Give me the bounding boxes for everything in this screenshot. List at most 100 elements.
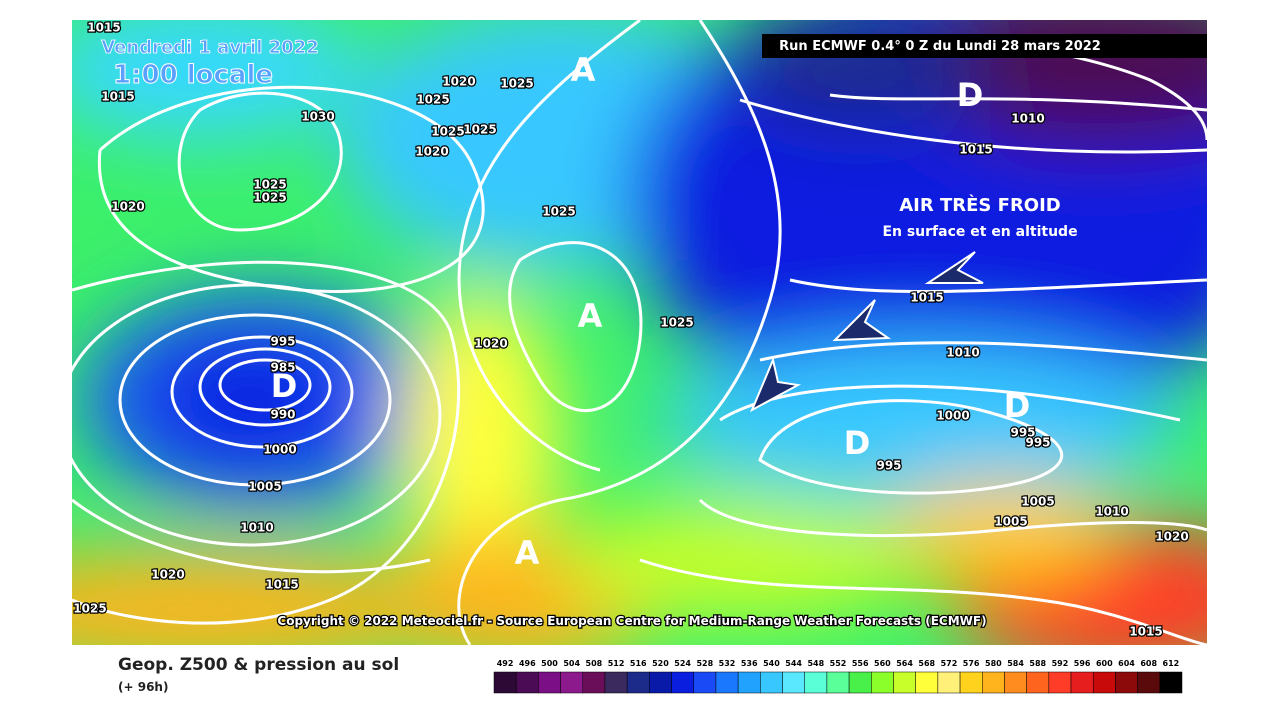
isobar-label: 1025 bbox=[253, 178, 286, 192]
isobar-label: 1005 bbox=[248, 480, 281, 494]
scale-swatch bbox=[715, 671, 739, 694]
isobar-label: 1000 bbox=[936, 409, 969, 423]
annotation-title: AIR TRÈS FROID bbox=[899, 194, 1061, 216]
isobar-label: 1015 bbox=[87, 21, 120, 35]
isobar-label: 1030 bbox=[301, 110, 334, 124]
local-time: 1:00 locale bbox=[113, 60, 273, 90]
scale-swatch bbox=[560, 671, 584, 694]
scale-swatch bbox=[515, 671, 539, 694]
isobar-label: 1025 bbox=[463, 123, 496, 137]
scale-swatch bbox=[982, 671, 1005, 694]
scale-swatch bbox=[848, 671, 872, 694]
pressure-center: A bbox=[578, 297, 603, 335]
scale-label: 496 bbox=[519, 659, 536, 668]
isobar-label: 1020 bbox=[151, 568, 184, 582]
scale-swatch bbox=[1137, 671, 1161, 694]
scale-label: 564 bbox=[896, 659, 913, 668]
isobar-label: 1015 bbox=[959, 143, 992, 157]
scale-label: 544 bbox=[785, 659, 802, 668]
isobar-label: 1010 bbox=[946, 346, 979, 360]
scale-label: 508 bbox=[586, 659, 603, 668]
legend-title: Geop. Z500 & pression au sol bbox=[118, 655, 399, 675]
isobar-label: 990 bbox=[270, 408, 295, 422]
run-info: Run ECMWF 0.4° 0 Z du Lundi 28 mars 2022 bbox=[779, 39, 1101, 54]
geopotential-field bbox=[72, 20, 1207, 645]
isobar-label: 995 bbox=[270, 335, 295, 349]
isobar-label: 1005 bbox=[1021, 495, 1054, 509]
isobar-label: 1020 bbox=[442, 75, 475, 89]
pressure-center: D bbox=[1004, 387, 1031, 425]
isobar-label: 1005 bbox=[994, 515, 1027, 529]
isobar-label: 995 bbox=[1010, 426, 1035, 440]
scale-label: 548 bbox=[807, 659, 824, 668]
pressure-center: A bbox=[515, 534, 540, 572]
scale-label: 536 bbox=[741, 659, 758, 668]
scale-label: 608 bbox=[1140, 659, 1157, 668]
scale-label: 576 bbox=[963, 659, 980, 668]
annotation-subtitle: En surface et en altitude bbox=[882, 224, 1077, 240]
scale-label: 604 bbox=[1118, 659, 1135, 668]
isobar-label: 1025 bbox=[431, 125, 464, 139]
scale-swatch bbox=[1026, 671, 1050, 694]
isobar-label: 1025 bbox=[500, 77, 533, 91]
pressure-center: D bbox=[271, 367, 298, 405]
scale-swatch bbox=[893, 671, 916, 694]
scale-swatch bbox=[737, 671, 761, 694]
scale-label: 596 bbox=[1074, 659, 1091, 668]
scale-swatch bbox=[493, 671, 517, 694]
scale-swatch bbox=[1115, 671, 1138, 694]
scale-swatch bbox=[604, 671, 628, 694]
scale-swatch bbox=[1070, 671, 1094, 694]
scale-label: 512 bbox=[608, 659, 625, 668]
scale-swatch bbox=[782, 671, 805, 694]
isobar-label: 1025 bbox=[253, 191, 286, 205]
isobar-label: 1015 bbox=[265, 578, 298, 592]
isobar-label: 1025 bbox=[660, 316, 693, 330]
scale-swatch bbox=[649, 671, 672, 694]
scale-swatch bbox=[760, 671, 783, 694]
isobar-label: 1025 bbox=[416, 93, 449, 107]
scale-swatch bbox=[959, 671, 983, 694]
isobar-label: 985 bbox=[270, 361, 295, 375]
date: Vendredi 1 avril 2022 bbox=[101, 37, 319, 58]
scale-swatch bbox=[871, 671, 894, 694]
isobar-label: 1010 bbox=[1095, 505, 1128, 519]
isobar-label: 1000 bbox=[263, 443, 296, 457]
scale-label: 532 bbox=[719, 659, 736, 668]
isobar-label: 995 bbox=[1025, 436, 1050, 450]
scale-label: 612 bbox=[1163, 659, 1180, 668]
scale-swatch bbox=[693, 671, 717, 694]
isobar-label: 1025 bbox=[73, 602, 106, 616]
scale-swatch bbox=[671, 671, 694, 694]
pressure-center: D bbox=[957, 76, 984, 114]
scale-label: 500 bbox=[541, 659, 558, 668]
scale-label: 540 bbox=[763, 659, 780, 668]
isobar-label: 1010 bbox=[240, 521, 273, 535]
scale-label: 528 bbox=[696, 659, 713, 668]
scale-label: 588 bbox=[1029, 659, 1046, 668]
isobar-label: 1020 bbox=[474, 337, 507, 351]
isobar-label: 1020 bbox=[1155, 530, 1188, 544]
scale-label: 600 bbox=[1096, 659, 1113, 668]
color-scale: 492 496 500 504 508 512 516 520 524 528 532 536 540 5… bbox=[493, 659, 1183, 694]
scale-label: 552 bbox=[830, 659, 847, 668]
scale-label: 516 bbox=[630, 659, 647, 668]
scale-swatch bbox=[1004, 671, 1027, 694]
scale-label: 584 bbox=[1007, 659, 1024, 668]
scale-label: 556 bbox=[852, 659, 869, 668]
isobar-label: 1015 bbox=[1129, 625, 1162, 639]
scale-swatch bbox=[538, 671, 561, 694]
cold-air-arrows bbox=[749, 251, 984, 413]
scale-swatch bbox=[1048, 671, 1072, 694]
isobar-label: 1025 bbox=[542, 205, 575, 219]
scale-swatch bbox=[1159, 671, 1183, 694]
scale-label: 560 bbox=[874, 659, 891, 668]
map bbox=[72, 20, 1207, 645]
isobar-label: 1010 bbox=[1011, 112, 1044, 126]
scale-label: 568 bbox=[918, 659, 935, 668]
copyright: Copyright © 2022 Meteociel.fr - Source E… bbox=[277, 614, 986, 628]
scale-swatch bbox=[804, 671, 828, 694]
scale-label: 592 bbox=[1052, 659, 1069, 668]
